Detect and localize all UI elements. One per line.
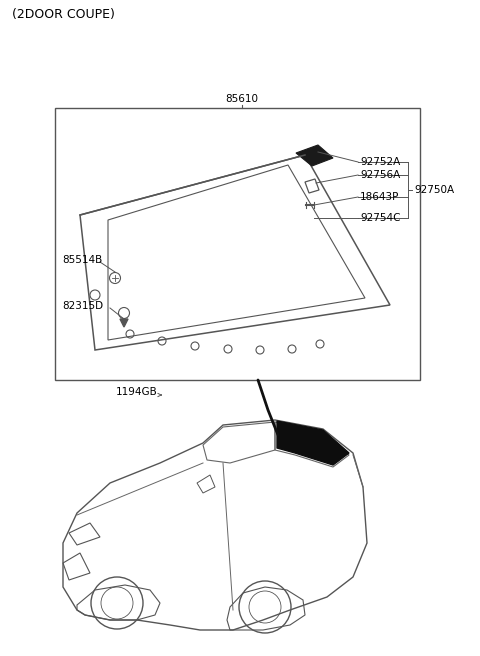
Text: 92752A: 92752A [360, 157, 400, 167]
Text: 1194GB: 1194GB [116, 387, 158, 397]
Text: 82315D: 82315D [62, 301, 103, 311]
Text: 92754C: 92754C [360, 213, 400, 223]
Text: 92756A: 92756A [360, 170, 400, 180]
Text: 18643P: 18643P [360, 192, 399, 202]
Text: (2DOOR COUPE): (2DOOR COUPE) [12, 8, 115, 21]
Polygon shape [277, 421, 349, 465]
Text: 92750A: 92750A [414, 185, 454, 195]
Text: 85514B: 85514B [62, 255, 102, 265]
Polygon shape [296, 145, 333, 166]
Bar [55, 108, 420, 380]
Polygon shape [120, 319, 128, 327]
Text: 85610: 85610 [226, 94, 259, 104]
